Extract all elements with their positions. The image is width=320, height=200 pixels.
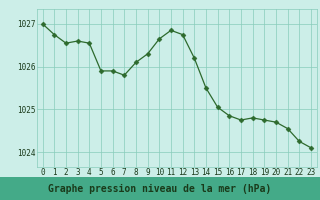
Text: Graphe pression niveau de la mer (hPa): Graphe pression niveau de la mer (hPa) [48,184,272,194]
